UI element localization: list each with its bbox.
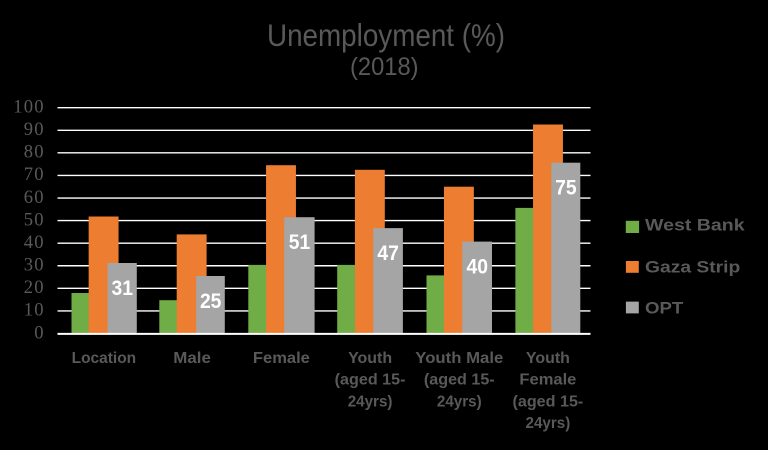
svg-text:80: 80 [24,142,45,163]
svg-text:(2018): (2018) [350,53,419,81]
svg-text:30: 30 [24,255,45,276]
svg-text:West Bank: West Bank [645,217,746,235]
svg-text:47: 47 [377,241,399,265]
svg-text:(aged 15-: (aged 15- [335,372,406,389]
svg-text:Location: Location [72,350,137,367]
svg-text:90: 90 [24,119,45,140]
svg-text:Unemployment (%): Unemployment (%) [267,18,505,53]
svg-text:Female: Female [253,350,310,367]
svg-text:Gaza Strip: Gaza Strip [645,259,740,277]
svg-text:100: 100 [13,97,45,118]
svg-text:60: 60 [24,187,45,208]
svg-text:Female: Female [519,372,576,389]
svg-text:0: 0 [34,322,45,343]
svg-text:Youth: Youth [526,350,570,367]
svg-text:75: 75 [555,176,577,200]
svg-text:24yrs): 24yrs) [526,415,571,432]
svg-text:51: 51 [289,230,311,254]
svg-text:Youth: Youth [348,350,392,367]
svg-text:24yrs): 24yrs) [437,393,482,410]
svg-text:70: 70 [24,164,45,185]
svg-text:(aged 15-: (aged 15- [513,393,584,410]
svg-text:40: 40 [467,254,489,278]
svg-text:25: 25 [200,289,222,313]
svg-text:Youth Male: Youth Male [415,350,503,367]
svg-text:31: 31 [112,276,134,300]
svg-text:20: 20 [24,277,45,298]
svg-text:50: 50 [24,209,45,230]
svg-text:40: 40 [24,232,45,253]
svg-text:(aged 15-: (aged 15- [424,372,495,389]
svg-text:Male: Male [173,350,211,367]
svg-text:10: 10 [24,300,45,321]
svg-text:OPT: OPT [645,299,683,317]
svg-text:24yrs): 24yrs) [348,393,393,410]
